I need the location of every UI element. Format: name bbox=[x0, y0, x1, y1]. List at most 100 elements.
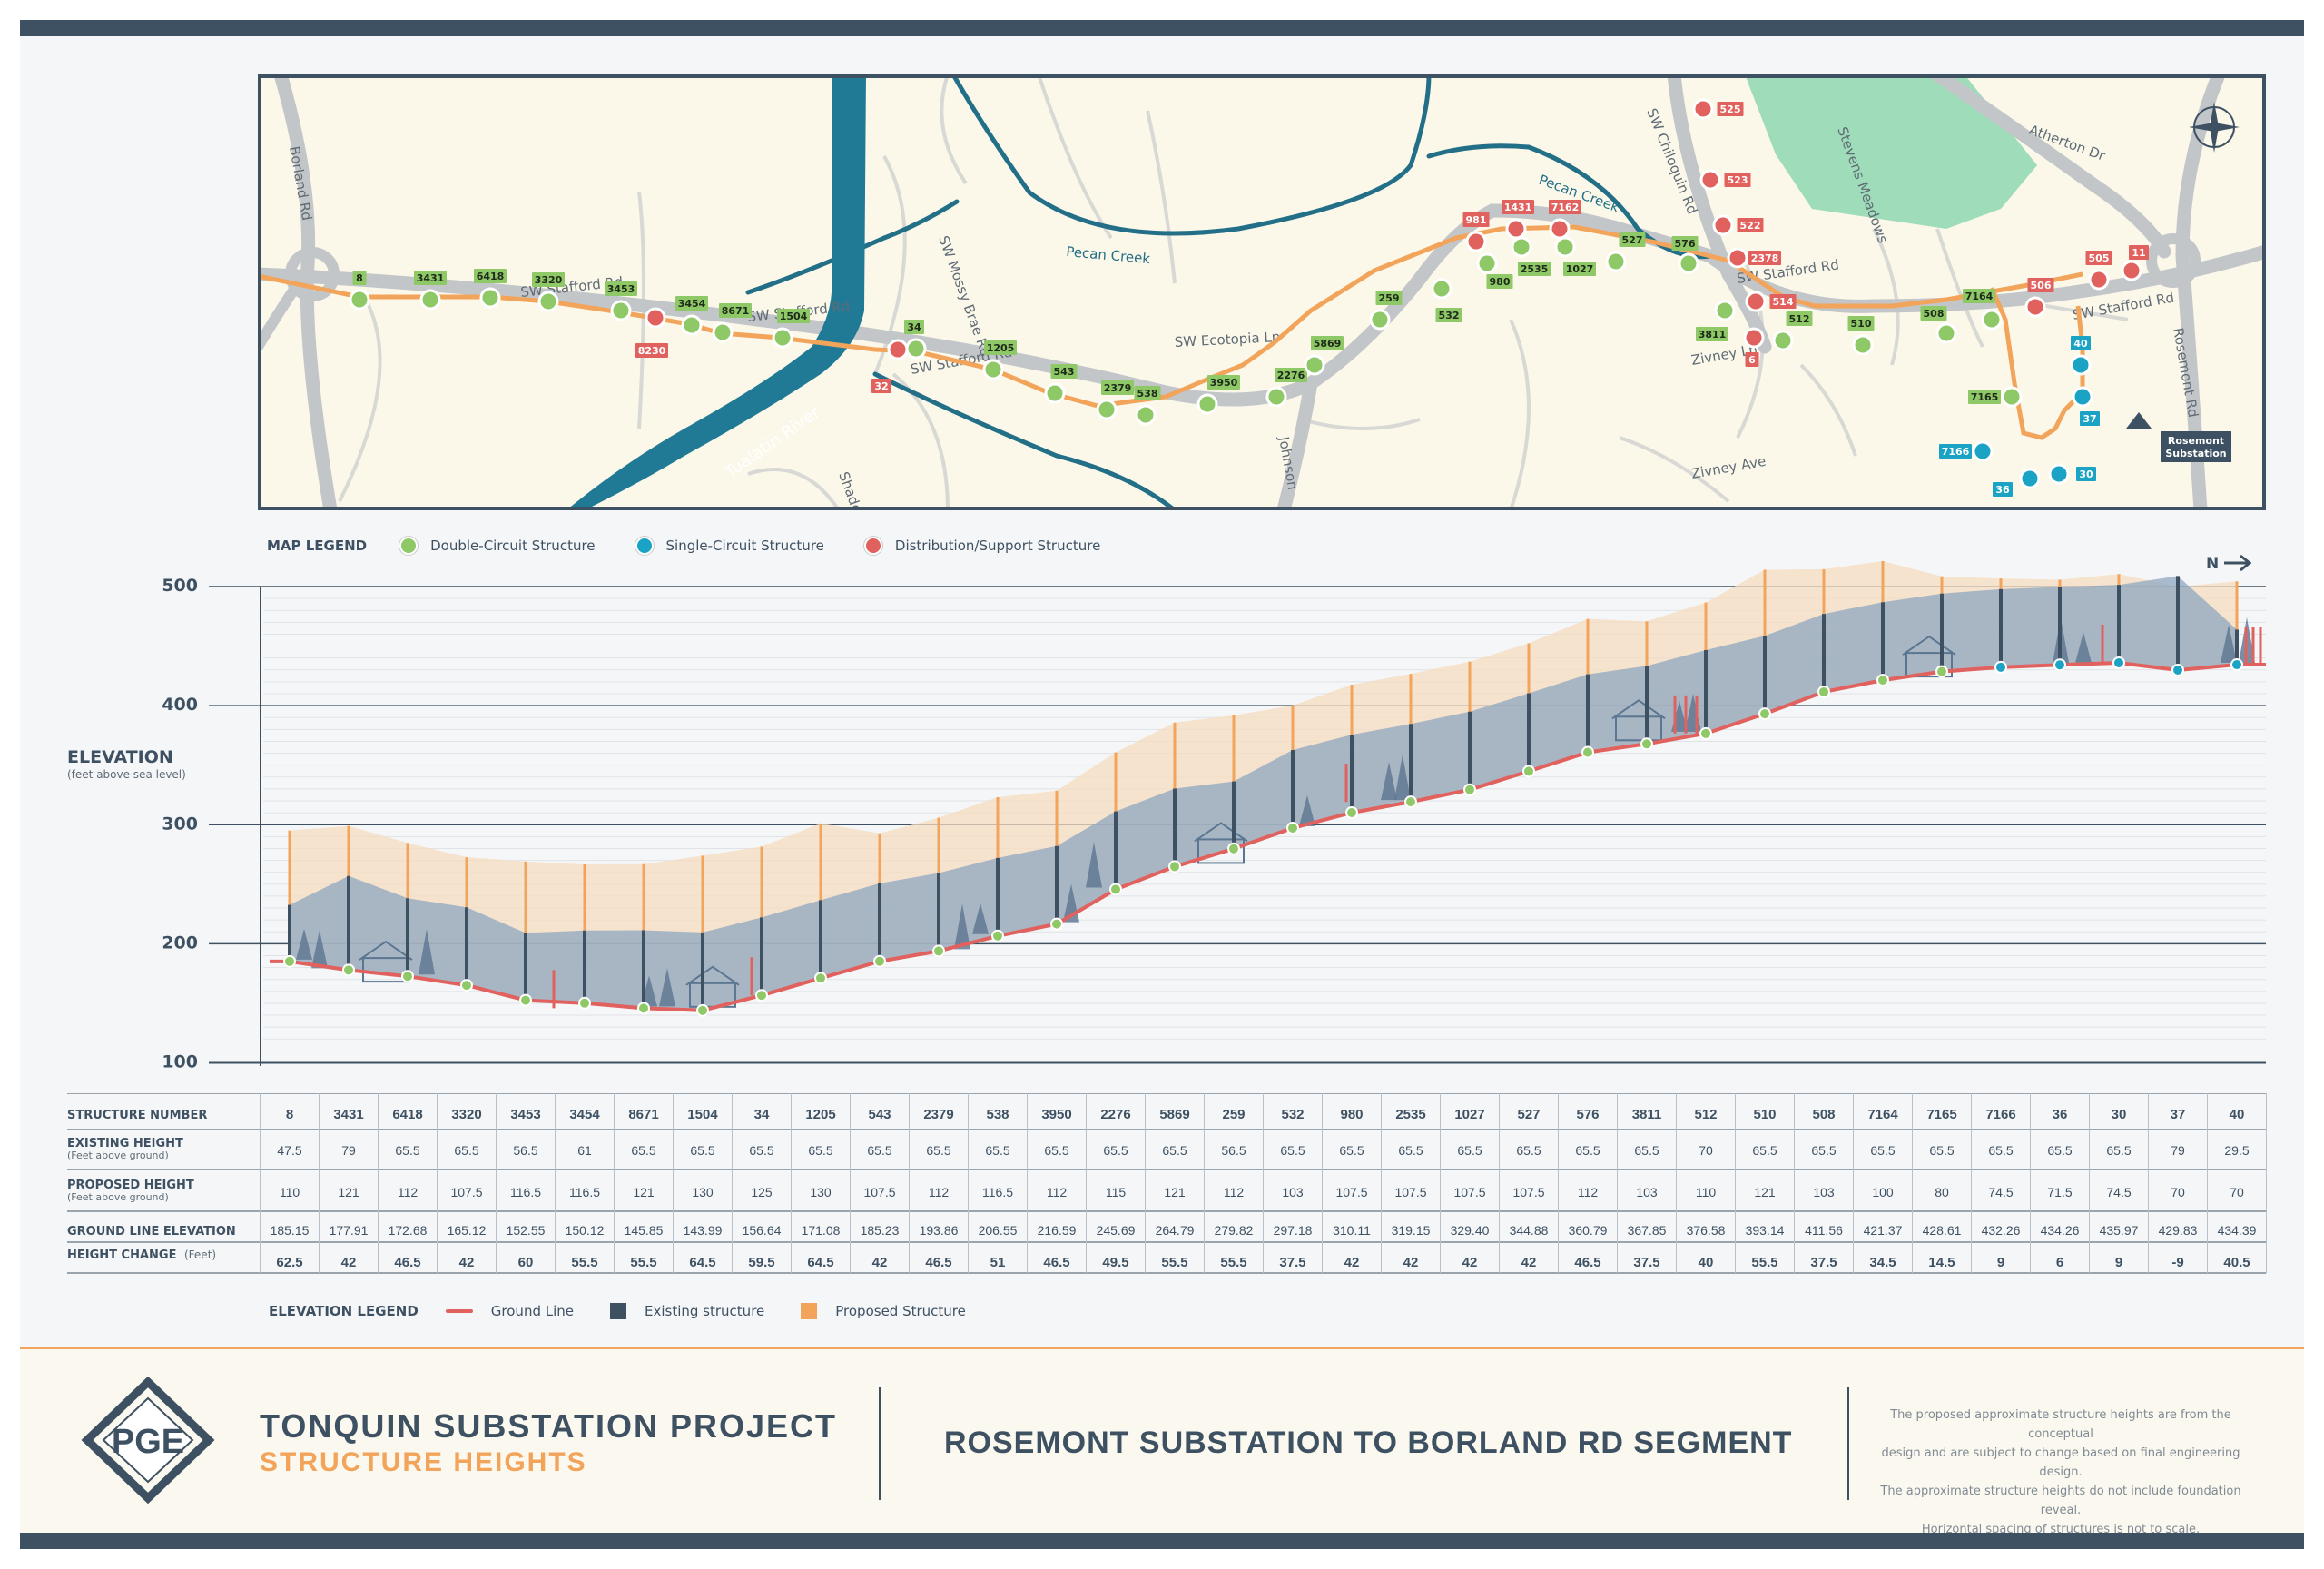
table-cell: 65.5 bbox=[1634, 1143, 1659, 1158]
structure-marker-7166: 7166 bbox=[1939, 440, 1994, 462]
table-cell: 74.5 bbox=[2106, 1185, 2131, 1199]
table-cell: 367.85 bbox=[1628, 1223, 1667, 1238]
table-cell: 1205 bbox=[805, 1107, 835, 1122]
tree-icon bbox=[1299, 794, 1315, 826]
ground-point-8 bbox=[283, 954, 296, 968]
ground-line-legend-swatch bbox=[445, 1309, 473, 1313]
ground-point-3811 bbox=[1640, 737, 1653, 751]
house-roof-icon bbox=[1902, 635, 1956, 656]
structure-marker-30: 30 bbox=[2048, 463, 2096, 485]
structure-marker-label: 1205 bbox=[987, 342, 1015, 354]
structure-marker-label: 11 bbox=[2132, 247, 2145, 259]
minor-street bbox=[1509, 319, 1531, 510]
table-cell: 171.08 bbox=[802, 1223, 841, 1238]
tree-icon bbox=[419, 929, 435, 975]
ground-line bbox=[270, 660, 2266, 1012]
table-cell: 55.5 bbox=[571, 1255, 597, 1270]
ground-point-1205 bbox=[814, 972, 827, 985]
table-cell: 5869 bbox=[1159, 1107, 1189, 1122]
structure-marker-512: 512 bbox=[1772, 311, 1813, 351]
table-row-sublabel: (Feet) bbox=[184, 1248, 216, 1261]
structure-marker-label: 527 bbox=[1622, 234, 1643, 246]
table-cell: 434.26 bbox=[2041, 1223, 2080, 1238]
compass-icon bbox=[2189, 102, 2240, 153]
table-cell: 70 bbox=[1699, 1143, 1713, 1158]
structure-marker-label: 3950 bbox=[1210, 377, 1238, 389]
table-cell: 435.97 bbox=[2100, 1223, 2139, 1238]
structure-marker-34: 34 bbox=[904, 320, 927, 360]
house-roof-icon bbox=[685, 965, 740, 986]
segment-title: ROSEMONT SUBSTATION TO BORLAND RD SEGMEN… bbox=[944, 1426, 1793, 1460]
table-cell: 980 bbox=[1340, 1107, 1363, 1122]
table-cell: 71.5 bbox=[2047, 1185, 2072, 1199]
ground-point-1027 bbox=[1463, 783, 1476, 796]
table-cell: 47.5 bbox=[277, 1143, 301, 1158]
table-cell: 150.12 bbox=[566, 1223, 605, 1238]
table-row-label: STRUCTURE NUMBER bbox=[67, 1109, 207, 1122]
creek-branch bbox=[745, 199, 960, 295]
structure-marker-506: 506 bbox=[2024, 278, 2054, 318]
chiloquin-road bbox=[1667, 74, 1772, 354]
structure-marker-7164: 7164 bbox=[1963, 289, 2003, 331]
table-cell: 3453 bbox=[510, 1107, 540, 1122]
structure-marker-1431: 1431 bbox=[1502, 200, 1534, 240]
structure-marker-11: 11 bbox=[2121, 245, 2149, 281]
table-cell: 65.5 bbox=[1516, 1143, 1541, 1158]
table-cell: 7165 bbox=[1926, 1107, 1956, 1122]
table-cell: 393.14 bbox=[1746, 1223, 1785, 1238]
ground-line-legend-label: Ground Line bbox=[490, 1303, 574, 1319]
minor-street bbox=[1799, 363, 1857, 457]
structure-marker-label: 512 bbox=[1789, 313, 1810, 325]
structure-marker-37: 37 bbox=[2072, 386, 2100, 426]
table-cell: 1504 bbox=[687, 1107, 718, 1122]
table-cell: 130 bbox=[692, 1185, 714, 1199]
ground-point-543 bbox=[873, 954, 886, 968]
substation-icon bbox=[2126, 412, 2152, 429]
table-cell: 61 bbox=[577, 1143, 592, 1158]
y-axis-sublabel: (feet above sea level) bbox=[67, 768, 186, 781]
table-cell: 65.5 bbox=[1988, 1143, 2013, 1158]
structure-marker-40: 40 bbox=[2070, 336, 2092, 376]
ground-point-2276 bbox=[1109, 883, 1122, 896]
table-cell: 42 bbox=[1403, 1255, 1419, 1270]
table-cell: 279.82 bbox=[1215, 1223, 1254, 1238]
structure-marker-36: 36 bbox=[1993, 468, 2041, 497]
double-circuit-legend-label: Double-Circuit Structure bbox=[430, 538, 596, 554]
table-cell: 107.5 bbox=[863, 1185, 895, 1199]
johnson-road bbox=[1276, 376, 1318, 510]
tree-icon bbox=[954, 903, 970, 950]
structure-marker-1205: 1205 bbox=[982, 340, 1017, 380]
ground-point-3454 bbox=[578, 996, 591, 1010]
minor-street bbox=[637, 192, 645, 429]
table-cell: 46.5 bbox=[925, 1255, 951, 1270]
map-border bbox=[258, 74, 2266, 510]
table-cell: 3811 bbox=[1632, 1107, 1662, 1122]
y-tick-label: 300 bbox=[162, 814, 198, 834]
table-cell: 107.5 bbox=[450, 1185, 482, 1199]
structure-marker-7165: 7165 bbox=[1968, 386, 2023, 408]
table-cell: 185.15 bbox=[271, 1223, 310, 1238]
table-cell: 42 bbox=[459, 1255, 475, 1270]
table-cell: 37.5 bbox=[1633, 1255, 1659, 1270]
structure-marker-label: 6 bbox=[1748, 354, 1756, 366]
north-label: N bbox=[2206, 555, 2219, 573]
table-cell: 65.5 bbox=[1575, 1143, 1600, 1158]
ground-point-37 bbox=[2171, 664, 2184, 677]
table-cell: 65.5 bbox=[1280, 1143, 1305, 1158]
bottom-bar bbox=[20, 1533, 2304, 1549]
structure-marker-510: 510 bbox=[1847, 316, 1875, 356]
structure-marker-label: 7166 bbox=[1942, 446, 1970, 458]
table-cell: 46.5 bbox=[394, 1255, 420, 1270]
tree-icon bbox=[1381, 762, 1397, 801]
structure-marker-label: 6418 bbox=[477, 271, 505, 282]
structure-marker-1504: 1504 bbox=[772, 309, 810, 349]
table-cell: 432.26 bbox=[1982, 1223, 2021, 1238]
table-cell: 65.5 bbox=[1752, 1143, 1777, 1158]
map-legend: MAP LEGEND Double-Circuit Structure Sing… bbox=[267, 536, 1140, 556]
structure-marker-6418: 6418 bbox=[474, 269, 507, 309]
structure-marker-label: 34 bbox=[907, 321, 921, 333]
ground-point-532 bbox=[1286, 821, 1299, 834]
structure-marker-label: 1027 bbox=[1566, 263, 1594, 275]
y-tick-label: 500 bbox=[162, 576, 198, 596]
